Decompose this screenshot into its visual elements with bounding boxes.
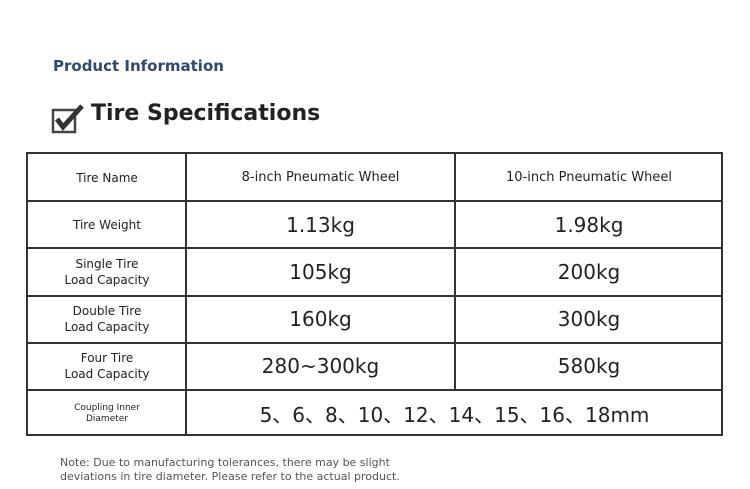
column-header: 10-inch Pneumatic Wheel: [505, 170, 672, 186]
note-line: Note: Due to manufacturing tolerances, t…: [60, 456, 390, 469]
row-divider: [28, 341, 721, 344]
cell-value: 300kg: [557, 307, 621, 332]
section-title: Tire Specifications: [91, 101, 321, 126]
row-label-line: Double Tire: [72, 304, 142, 319]
page-title: Product Information: [53, 57, 224, 75]
cell-value: 160kg: [289, 307, 352, 332]
cell-value: 280~300kg: [261, 354, 380, 379]
note: Note: Due to manufacturing tolerances, t…: [60, 456, 400, 483]
row-label: Coupling Inner Diameter: [28, 390, 186, 437]
row-label-line: Tire Weight: [73, 217, 141, 232]
cell-value: 5、6、8、10、12、14、15、16、18mm: [259, 403, 650, 428]
col-divider: [185, 154, 187, 434]
note-line: deviations in tire diameter. Please refe…: [60, 469, 400, 483]
row-label-line: Load Capacity: [64, 320, 150, 335]
row-divider: [28, 247, 721, 250]
cell-value: 200kg: [557, 259, 621, 284]
row-label: Four Tire Load Capacity: [28, 343, 186, 390]
spec-table: Tire Name 8-inch Pneumatic Wheel 10-inch P…: [26, 152, 723, 436]
row-label-line: Four Tire: [80, 351, 134, 366]
column-header: Tire Name: [76, 170, 138, 185]
row-label: Double Tire Load Capacity: [28, 296, 186, 343]
row-label-line: Coupling Inner: [74, 402, 140, 413]
cell-value: 1.13kg: [286, 212, 355, 237]
row-divider: [28, 389, 721, 391]
row-label: Tire Weight: [28, 201, 186, 248]
row-label-line: Load Capacity: [64, 272, 150, 287]
check-icon: [51, 104, 84, 134]
row-divider: [28, 200, 721, 203]
col-divider: [454, 154, 456, 390]
row-label: Single Tire Load Capacity: [28, 248, 186, 295]
cell-value: 105kg: [289, 259, 352, 284]
row-label-line: Load Capacity: [64, 367, 150, 382]
cell-value: 580kg: [557, 354, 621, 379]
row-divider: [28, 294, 721, 297]
column-header: 8-inch Pneumatic Wheel: [241, 170, 400, 186]
row-label-line: Diameter: [85, 413, 129, 424]
cell-value: 1.98kg: [554, 212, 624, 237]
row-label-line: Single Tire: [75, 256, 139, 271]
